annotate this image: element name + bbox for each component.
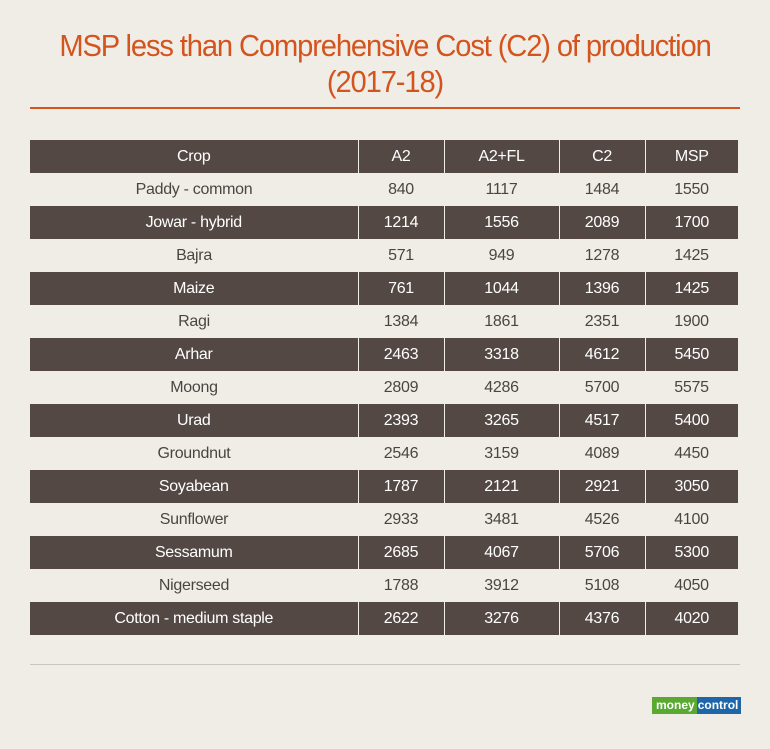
value-cell-a2-fl: 3481 <box>484 510 519 528</box>
column-header-crop: Crop <box>30 140 358 173</box>
value-cell-c2: 5108 <box>584 576 620 594</box>
msp-cost-table: Crop A2 A2+FL C2 MSP Paddy - common 840 1117 14… <box>30 140 738 635</box>
value-cell-a2-fl: 3276 <box>443 602 559 635</box>
value-cell-a2: 2933 <box>383 510 419 528</box>
crop-cell: Maize <box>30 272 358 305</box>
table-row: Soyabean 1787 2121 2921 3050 <box>30 470 738 503</box>
value-cell-msp: 3050 <box>644 470 738 503</box>
value-cell-c2: 4517 <box>558 404 645 437</box>
value-cell-a2-fl: 4067 <box>443 536 559 569</box>
value-cell-c2: 5700 <box>584 378 620 396</box>
column-header-a2-fl: A2+FL <box>443 140 559 173</box>
table-header-row: Crop A2 A2+FL C2 MSP <box>30 140 738 173</box>
value-cell-c2: 1484 <box>584 180 620 198</box>
value-cell-c2: 1396 <box>558 272 645 305</box>
crop-cell: Nigerseed <box>158 576 230 594</box>
value-cell-c2: 5706 <box>558 536 645 569</box>
value-cell-msp: 4020 <box>644 602 738 635</box>
value-cell-c2: 4526 <box>584 510 620 528</box>
value-cell-a2: 2622 <box>357 602 444 635</box>
crop-cell: Urad <box>30 404 358 437</box>
table-row: Jowar - hybrid 1214 1556 2089 1700 <box>30 206 738 239</box>
value-cell-msp: 1425 <box>674 246 709 264</box>
value-cell-a2: 1214 <box>357 206 444 239</box>
table-row: Groundnut 2546 3159 4089 4450 <box>30 437 738 470</box>
table-row: Bajra 571 949 1278 1425 <box>30 239 738 272</box>
value-cell-a2-fl: 3912 <box>484 576 519 594</box>
crop-cell: Arhar <box>30 338 358 371</box>
footer-divider <box>30 664 740 665</box>
value-cell-msp: 4100 <box>674 510 709 528</box>
value-cell-a2-fl: 3318 <box>443 338 559 371</box>
crop-cell: Paddy - common <box>135 180 253 198</box>
value-cell-c2: 1278 <box>584 246 620 264</box>
value-cell-a2-fl: 4286 <box>484 378 519 396</box>
table-row: Sunflower 2933 3481 4526 4100 <box>30 503 738 536</box>
value-cell-a2: 1384 <box>383 312 419 330</box>
table-row: Ragi 1384 1861 2351 1900 <box>30 305 738 338</box>
value-cell-a2: 1788 <box>383 576 419 594</box>
value-cell-a2-fl: 1044 <box>443 272 559 305</box>
value-cell-c2: 4089 <box>584 444 620 462</box>
value-cell-a2: 1787 <box>357 470 444 503</box>
table-row: Urad 2393 3265 4517 5400 <box>30 404 738 437</box>
value-cell-c2: 2351 <box>584 312 620 330</box>
column-header-a2: A2 <box>357 140 444 173</box>
title-divider <box>30 107 740 109</box>
value-cell-a2: 761 <box>357 272 444 305</box>
table-row: Moong 2809 4286 5700 5575 <box>30 371 738 404</box>
table-row: Nigerseed 1788 3912 5108 4050 <box>30 569 738 602</box>
value-cell-a2: 2546 <box>383 444 419 462</box>
crop-cell: Sessamum <box>30 536 358 569</box>
value-cell-a2-fl: 1556 <box>443 206 559 239</box>
table-row: Paddy - common 840 1117 1484 1550 <box>30 173 738 206</box>
value-cell-a2: 2809 <box>383 378 419 396</box>
table-row: Arhar 2463 3318 4612 5450 <box>30 338 738 371</box>
logo-control: control <box>696 697 742 714</box>
value-cell-msp: 5400 <box>644 404 738 437</box>
value-cell-a2: 571 <box>388 246 414 264</box>
page-title: MSP less than Comprehensive Cost (C2) of… <box>59 28 711 99</box>
crop-cell: Cotton - medium staple <box>30 602 358 635</box>
value-cell-c2: 4612 <box>558 338 645 371</box>
value-cell-a2: 840 <box>388 180 414 198</box>
column-header-c2: C2 <box>558 140 645 173</box>
value-cell-msp: 4450 <box>674 444 709 462</box>
value-cell-c2: 4376 <box>558 602 645 635</box>
column-header-msp: MSP <box>644 140 738 173</box>
value-cell-a2: 2463 <box>357 338 444 371</box>
value-cell-msp: 5450 <box>644 338 738 371</box>
value-cell-a2-fl: 2121 <box>443 470 559 503</box>
value-cell-msp: 1550 <box>674 180 709 198</box>
crop-cell: Bajra <box>176 246 212 264</box>
value-cell-msp: 1425 <box>644 272 738 305</box>
value-cell-a2-fl: 1117 <box>485 180 518 198</box>
moneycontrol-logo: money control <box>652 697 742 714</box>
table-row: Sessamum 2685 4067 5706 5300 <box>30 536 738 569</box>
value-cell-c2: 2089 <box>558 206 645 239</box>
crop-cell: Ragi <box>178 312 210 330</box>
value-cell-a2-fl: 3265 <box>443 404 559 437</box>
value-cell-msp: 5300 <box>644 536 738 569</box>
crop-cell: Moong <box>170 378 218 396</box>
value-cell-a2-fl: 3159 <box>484 444 519 462</box>
value-cell-a2: 2685 <box>357 536 444 569</box>
value-cell-a2-fl: 1861 <box>484 312 519 330</box>
value-cell-msp: 1900 <box>674 312 709 330</box>
logo-money: money <box>652 697 697 714</box>
value-cell-c2: 2921 <box>558 470 645 503</box>
crop-cell: Soyabean <box>30 470 358 503</box>
value-cell-msp: 5575 <box>674 378 709 396</box>
value-cell-msp: 1700 <box>644 206 738 239</box>
value-cell-msp: 4050 <box>674 576 709 594</box>
crop-cell: Sunflower <box>159 510 229 528</box>
crop-cell: Jowar - hybrid <box>30 206 358 239</box>
table-row: Maize 761 1044 1396 1425 <box>30 272 738 305</box>
table-row: Cotton - medium staple 2622 3276 4376 4020 <box>30 602 738 635</box>
crop-cell: Groundnut <box>157 444 231 462</box>
value-cell-a2: 2393 <box>357 404 444 437</box>
value-cell-a2-fl: 949 <box>488 246 515 264</box>
